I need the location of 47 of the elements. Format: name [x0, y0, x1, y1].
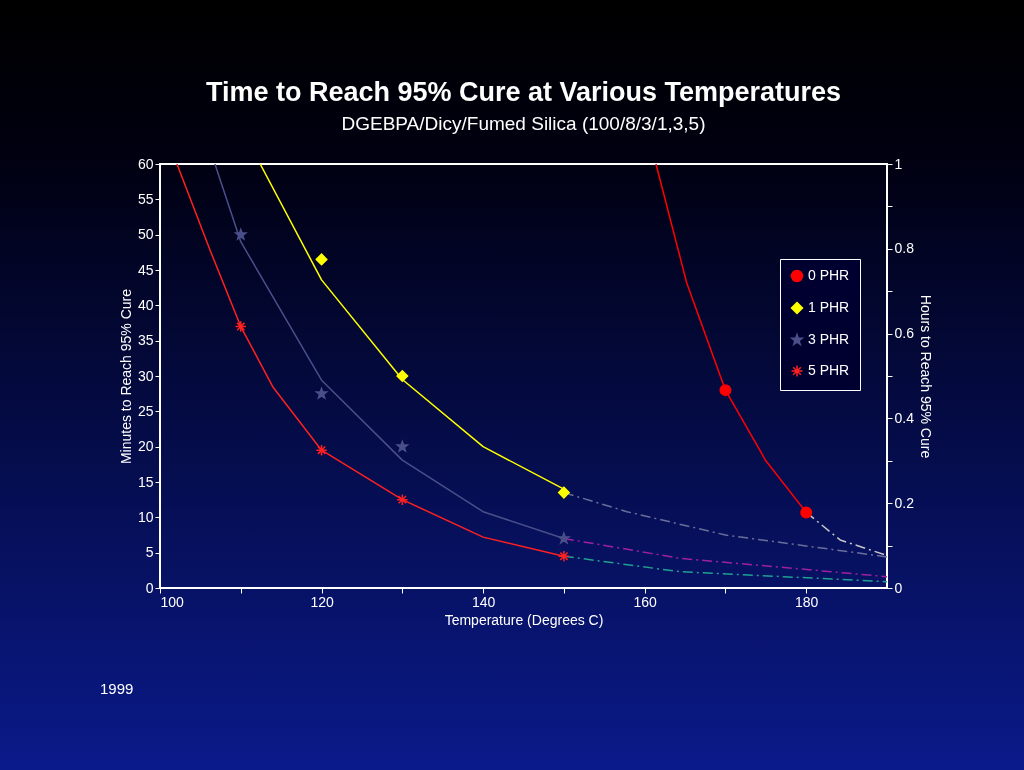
text: 1999 — [100, 680, 134, 697]
y-tick-label: 30 — [137, 367, 154, 384]
x-tick-label: 140 — [471, 593, 496, 610]
y-tick-label: 40 — [137, 296, 154, 313]
y2-tick-label: 1 — [894, 155, 903, 172]
point — [557, 486, 570, 499]
point — [234, 320, 247, 333]
y-tick-label: 50 — [137, 226, 154, 243]
chart-title: Time to Reach 95% Cure at Various Temperatures — [205, 77, 842, 107]
y-tick-label: 25 — [137, 402, 154, 419]
point — [315, 387, 328, 399]
point — [396, 493, 409, 506]
x-tick-label: 100 — [160, 593, 185, 610]
y-tick-label: 15 — [137, 473, 154, 490]
point — [558, 532, 570, 544]
y-tick-label: 45 — [137, 261, 154, 278]
x-axis-title: Temperature (Degrees C) — [444, 611, 604, 628]
point — [396, 440, 409, 452]
x-tick-label: 120 — [310, 593, 334, 610]
y-tick-label: 5 — [145, 544, 154, 561]
x-tick-label: 160 — [633, 593, 658, 610]
y-tick-label: 35 — [137, 332, 154, 349]
y-tick-label: 20 — [137, 438, 154, 455]
legend-label: 5 PHR — [808, 362, 850, 378]
y-tick-label: 0 — [145, 579, 154, 596]
point — [235, 228, 247, 240]
x-tick-label: 180 — [795, 593, 819, 610]
y-tick-label: 60 — [137, 155, 154, 172]
chart-subtitle: DGEBPA/Dicy/Fumed Silica (100/8/3/1,3,5) — [341, 113, 706, 134]
y-tick-label: 55 — [137, 190, 154, 207]
y-axis-title: Minutes to Reach 95% Cure — [117, 288, 134, 465]
y-tick-label: 10 — [137, 508, 154, 525]
point — [315, 444, 328, 457]
y2-tick-label: 0.6 — [894, 325, 915, 342]
legend-label: 1 PHR — [808, 299, 850, 315]
legend-label: 0 PHR — [808, 267, 850, 283]
legend-label: 3 PHR — [808, 331, 850, 347]
point — [800, 506, 813, 519]
y2-tick-label: 0.8 — [894, 240, 915, 257]
y2-tick-label: 0 — [894, 579, 903, 596]
point — [719, 384, 732, 397]
point — [396, 370, 409, 382]
point — [315, 253, 328, 266]
point — [557, 550, 570, 563]
y2-tick-label: 0.4 — [894, 409, 915, 426]
y2-axis-title: Hours to Reach 95% Cure — [917, 294, 934, 459]
y2-tick-label: 0.2 — [894, 494, 915, 511]
